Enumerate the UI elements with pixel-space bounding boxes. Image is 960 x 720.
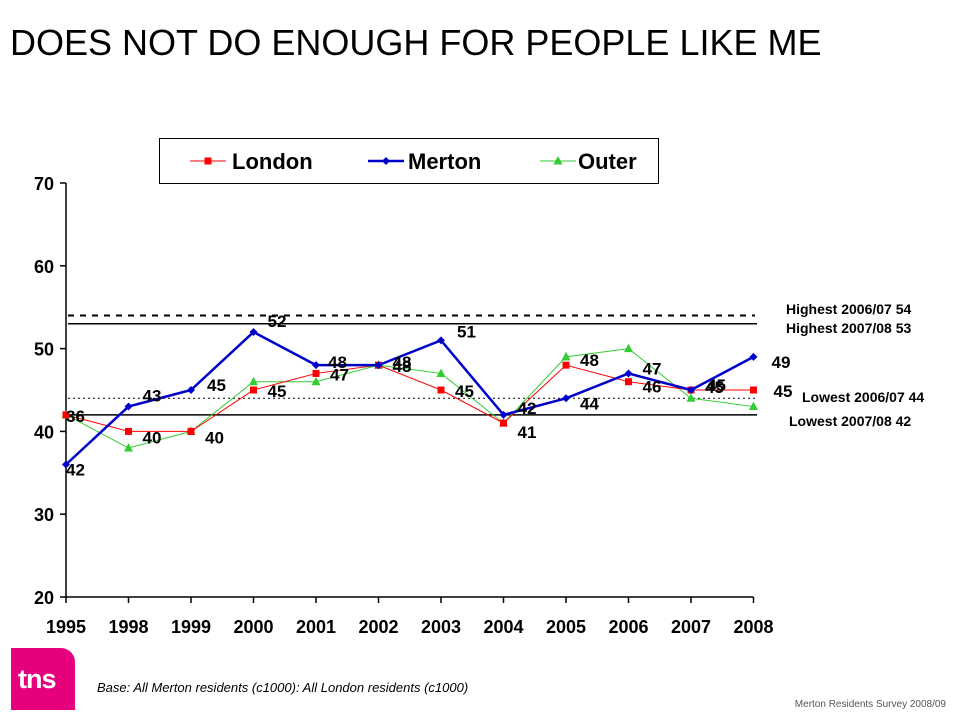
x-tick-label: 2002: [358, 617, 398, 637]
data-label: 51: [457, 322, 476, 341]
point-outer: [624, 343, 633, 353]
x-tick-label: 2001: [296, 617, 336, 637]
data-label: 40: [143, 428, 162, 447]
point-merton: [312, 361, 320, 370]
legend-marker-london: [204, 157, 212, 165]
point-merton: [62, 460, 70, 469]
legend-label-london: London: [232, 149, 313, 174]
x-tick-label: 2006: [608, 617, 648, 637]
point-merton: [624, 369, 633, 378]
data-label: 52: [268, 312, 287, 331]
x-tick-label: 2000: [233, 617, 273, 637]
point-london: [312, 369, 320, 377]
y-tick-label: 20: [34, 588, 54, 608]
x-tick-label: 2007: [671, 617, 711, 637]
point-merton: [249, 328, 258, 337]
tns-logo-text: tns: [18, 664, 56, 694]
y-tick-label: 60: [34, 257, 54, 277]
x-tick-label: 2008: [733, 617, 773, 637]
point-london: [562, 361, 570, 369]
y-tick-label: 30: [34, 505, 54, 525]
point-merton: [499, 410, 508, 419]
data-label: 48: [328, 353, 347, 372]
point-london: [187, 427, 195, 435]
data-label: 43: [143, 387, 162, 406]
point-london: [625, 378, 632, 386]
point-merton: [374, 361, 383, 370]
data-label: 42: [66, 461, 85, 480]
x-tick-label: 2005: [546, 617, 586, 637]
series-line-merton: [65, 330, 755, 466]
point-outer: [561, 351, 571, 361]
data-label: 47: [330, 365, 349, 384]
point-london: [250, 386, 257, 394]
ref-label-lowest-2006-07: Lowest 2006/07 44: [802, 389, 925, 405]
series-line-london: [65, 364, 754, 432]
legend-marker-outer: [553, 156, 563, 165]
point-outer: [436, 368, 446, 377]
data-label: 45: [774, 382, 793, 401]
point-merton: [124, 402, 133, 411]
data-label: 45: [455, 382, 474, 401]
data-label: 36: [66, 407, 85, 426]
data-label: 49: [772, 353, 791, 372]
legend-label-merton: Merton: [408, 149, 481, 174]
data-label: 45: [707, 376, 726, 395]
y-tick-label: 70: [34, 174, 54, 194]
ref-label-highest-2007-08: Highest 2007/08 53: [786, 320, 912, 336]
legend-marker-merton: [382, 157, 390, 165]
chart-legend: [159, 138, 659, 184]
point-outer: [311, 376, 321, 386]
legend-label-outer: Outer: [578, 149, 637, 174]
source-caption: Merton Residents Survey 2008/09: [794, 699, 946, 710]
data-label: 45: [705, 378, 724, 397]
data-label: 41: [518, 423, 537, 442]
point-merton: [562, 394, 570, 403]
data-label: 45: [207, 376, 226, 395]
point-merton: [687, 386, 695, 394]
point-merton: [187, 386, 195, 394]
point-outer: [686, 393, 696, 402]
data-label: 48: [393, 357, 412, 376]
data-label: 44: [580, 394, 599, 413]
point-outer: [124, 442, 133, 452]
data-label: 46: [643, 378, 662, 397]
x-tick-label: 1995: [46, 617, 86, 637]
point-london: [62, 411, 70, 419]
data-label: 48: [580, 351, 599, 370]
y-tick-label: 50: [34, 340, 54, 360]
x-tick-label: 1999: [171, 617, 211, 637]
ref-label-lowest-2007-08: Lowest 2007/08 42: [789, 413, 912, 429]
point-merton: [437, 336, 445, 345]
data-label: 45: [268, 382, 287, 401]
point-london: [437, 386, 445, 394]
series-line-outer: [65, 348, 754, 449]
data-label: 47: [643, 359, 662, 378]
tns-logo: tns: [11, 648, 75, 710]
y-tick-label: 40: [34, 422, 54, 442]
point-london: [125, 427, 132, 435]
data-label: 40: [205, 428, 224, 447]
data-label: 48: [393, 353, 412, 372]
x-tick-label: 1998: [108, 617, 148, 637]
point-outer: [249, 376, 258, 386]
data-label: 42: [518, 399, 537, 418]
point-london: [750, 386, 757, 394]
point-outer: [749, 401, 758, 411]
base-footnote: Base: All Merton residents (c1000): All …: [97, 680, 469, 695]
ref-label-highest-2006-07: Highest 2006/07 54: [786, 301, 912, 317]
x-tick-label: 2003: [421, 617, 461, 637]
point-merton: [749, 352, 758, 361]
x-tick-label: 2004: [483, 617, 523, 637]
chart-title: DOES NOT DO ENOUGH FOR PEOPLE LIKE ME: [10, 22, 822, 63]
point-london: [500, 419, 507, 427]
